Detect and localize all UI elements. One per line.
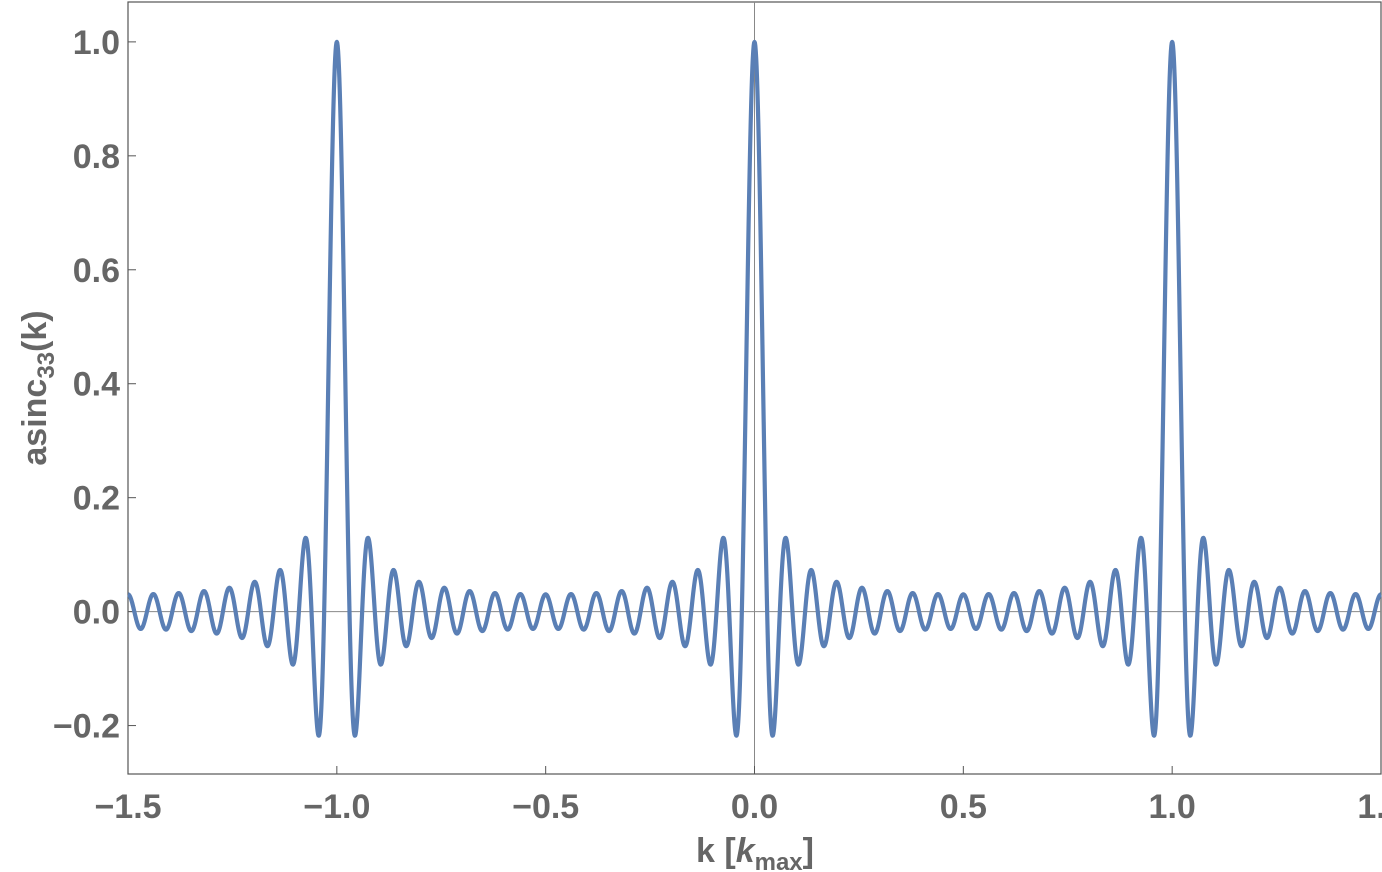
y-tick-label: 0.6 bbox=[73, 252, 120, 290]
y-axis-label-sub: 33 bbox=[33, 352, 60, 379]
x-axis-label-end: ] bbox=[803, 832, 814, 870]
x-tick-label: 0.0 bbox=[731, 788, 778, 826]
y-ticks: −0.2 0.0 0.2 0.4 0.6 0.8 1.0 bbox=[53, 24, 136, 746]
x-tick-label: 1.5 bbox=[1357, 788, 1382, 826]
x-tick-label: −1.0 bbox=[303, 788, 370, 826]
y-tick-label: 0.2 bbox=[73, 480, 120, 518]
y-tick-label: 0.8 bbox=[73, 138, 120, 176]
y-tick-label: 0.4 bbox=[73, 366, 120, 404]
x-ticks: −1.5 −1.0 −0.5 0.0 0.5 1.0 1.5 bbox=[94, 766, 1382, 826]
y-axis-label-end: (k) bbox=[16, 310, 54, 352]
series-line bbox=[126, 39, 1382, 738]
x-axis-label-main: k [ bbox=[696, 832, 736, 870]
x-axis-label: k [kmax] bbox=[696, 832, 814, 872]
x-tick-label: 0.5 bbox=[940, 788, 987, 826]
x-tick-label: −0.5 bbox=[512, 788, 579, 826]
x-tick-label: 1.0 bbox=[1149, 788, 1196, 826]
y-axis-label: asinc33(k) bbox=[16, 310, 60, 465]
x-axis-label-sub: max bbox=[755, 849, 804, 872]
y-axis-label-main: asinc bbox=[16, 379, 54, 466]
y-tick-label: 0.0 bbox=[73, 594, 120, 632]
x-tick-label: −1.5 bbox=[94, 788, 161, 826]
x-axis-label-var: k bbox=[736, 832, 757, 870]
y-tick-label: −0.2 bbox=[53, 708, 120, 746]
y-tick-label: 1.0 bbox=[73, 24, 120, 62]
